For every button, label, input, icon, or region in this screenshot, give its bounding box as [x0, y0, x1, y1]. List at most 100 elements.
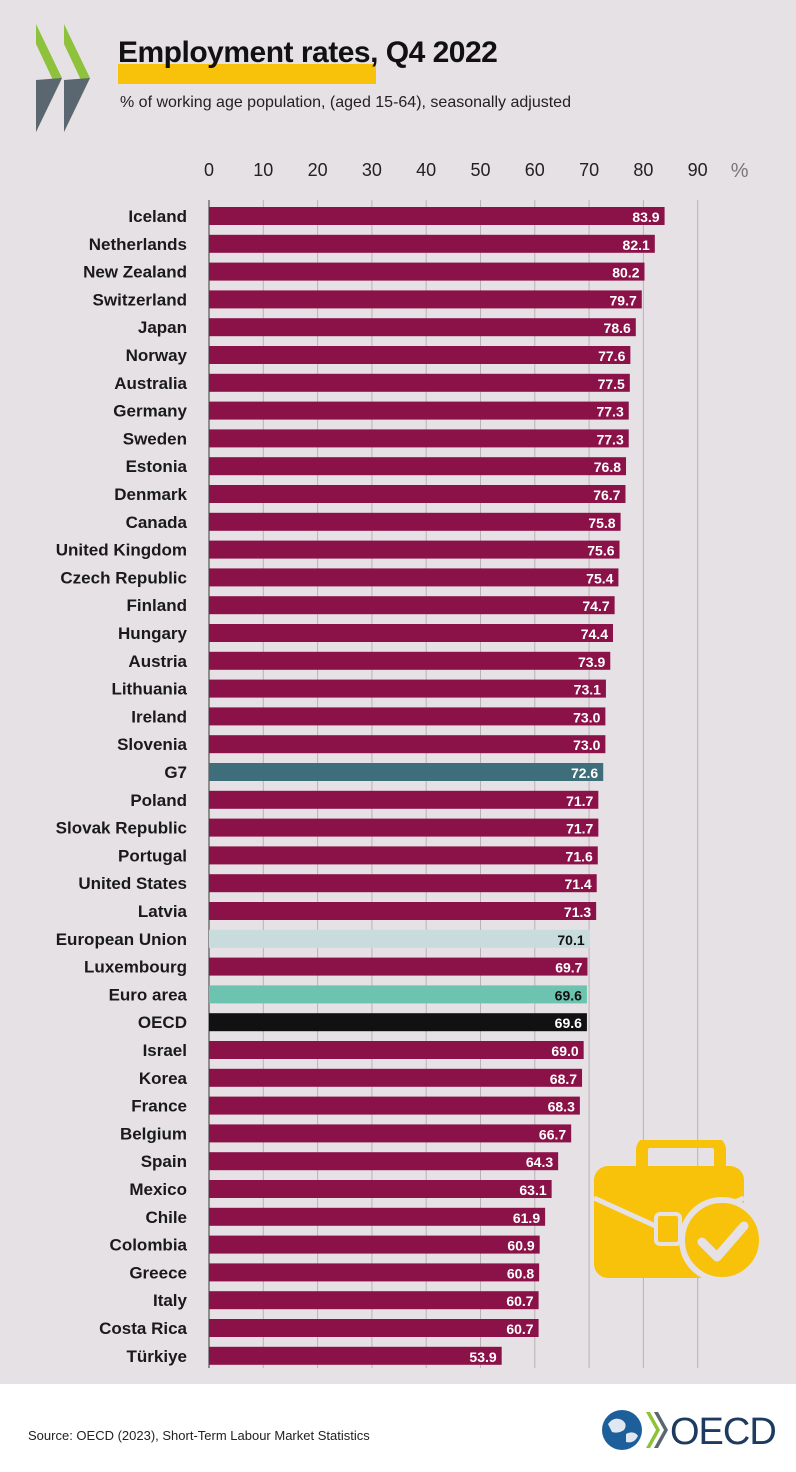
bars: Iceland 83.9 Netherlands 82.1 New Zealand 80.…: [56, 207, 665, 1366]
briefcase-check-icon: [592, 1140, 765, 1283]
bar-denmark: [209, 485, 626, 503]
x-tick-label: 90: [688, 160, 708, 180]
bar-ireland: [209, 707, 606, 726]
category-label: Finland: [127, 596, 187, 615]
category-label: Hungary: [118, 624, 188, 643]
bar-switzerland: [209, 290, 642, 309]
bar-hungary: [209, 624, 613, 642]
value-label: 76.8: [594, 459, 621, 475]
x-tick-label: 40: [416, 160, 436, 180]
bar-belgium: [209, 1124, 572, 1143]
category-label: Norway: [126, 346, 188, 365]
value-label: 73.9: [578, 654, 605, 670]
category-label: New Zealand: [83, 263, 187, 282]
value-label: 76.7: [593, 487, 620, 503]
bar-euro-area: [209, 985, 587, 1004]
category-label: Iceland: [128, 207, 187, 226]
bar-australia: [209, 373, 630, 392]
bar-european-union: [209, 929, 590, 948]
bar-czech-republic: [209, 568, 619, 587]
category-label: Sweden: [123, 429, 187, 448]
bar-chart: 0 10 20 30 40 50 60 70 80 90% Iceland 83.9 Netherla…: [56, 160, 749, 1368]
value-label: 72.6: [571, 765, 598, 781]
bar-spain: [209, 1152, 559, 1171]
value-label: 79.7: [610, 292, 637, 308]
source-note: Source: OECD (2023), Short-Term Labour M…: [28, 1428, 370, 1443]
bar-latvia: [209, 902, 597, 920]
globe-icon: [602, 1410, 668, 1450]
category-label: Luxembourg: [84, 958, 187, 977]
category-label: Portugal: [118, 846, 187, 865]
category-label: Netherlands: [89, 235, 187, 254]
value-label: 69.6: [555, 1015, 582, 1031]
value-label: 73.0: [573, 737, 600, 753]
category-label: Chile: [145, 1208, 187, 1227]
x-tick-label: 20: [308, 160, 328, 180]
value-label: 69.0: [551, 1043, 578, 1059]
x-axis-ticks: 0 10 20 30 40 50 60 70 80 90%: [204, 160, 749, 182]
bar-poland: [209, 790, 599, 809]
bar-oecd: [209, 1013, 587, 1032]
value-label: 64.3: [526, 1154, 553, 1170]
category-label: European Union: [56, 930, 187, 949]
category-label: Estonia: [126, 457, 188, 476]
bar-sweden: [209, 429, 629, 448]
category-label: Canada: [126, 513, 188, 532]
value-label: 53.9: [469, 1349, 496, 1365]
category-label: Czech Republic: [60, 568, 187, 587]
bar-lithuania: [209, 679, 606, 698]
value-label: 74.4: [581, 626, 608, 642]
value-label: 68.7: [550, 1071, 577, 1087]
bar-united-states: [209, 874, 597, 893]
value-label: 69.6: [555, 987, 582, 1003]
bar-estonia: [209, 457, 627, 476]
value-label: 71.3: [564, 904, 591, 920]
value-label: 75.4: [586, 570, 613, 586]
category-label: Switzerland: [93, 290, 187, 309]
value-label: 78.6: [604, 320, 631, 336]
value-label: 60.7: [506, 1321, 533, 1337]
category-label: Euro area: [109, 985, 188, 1004]
x-tick-label: 50: [470, 160, 490, 180]
bar-colombia: [209, 1235, 540, 1254]
title-highlight: [118, 64, 376, 84]
value-label: 63.1: [519, 1182, 546, 1198]
category-label: Australia: [114, 374, 187, 393]
x-tick-label: 80: [633, 160, 653, 180]
category-label: Greece: [129, 1263, 187, 1282]
value-label: 61.9: [513, 1210, 540, 1226]
category-label: Costa Rica: [99, 1319, 187, 1338]
footer: Source: OECD (2023), Short-Term Labour M…: [0, 1384, 796, 1472]
value-label: 83.9: [632, 209, 659, 225]
bar-mexico: [209, 1180, 552, 1198]
bar-iceland: [209, 207, 665, 225]
category-label: Mexico: [129, 1180, 187, 1199]
bar-canada: [209, 512, 621, 531]
value-label: 60.7: [506, 1293, 533, 1309]
bar-finland: [209, 596, 615, 615]
category-label: Israel: [143, 1041, 187, 1060]
category-label: Japan: [138, 318, 187, 337]
category-label: Colombia: [110, 1236, 188, 1255]
value-label: 71.7: [566, 821, 593, 837]
category-label: United States: [78, 874, 187, 893]
category-label: Türkiye: [127, 1347, 187, 1366]
category-label: Germany: [113, 402, 187, 421]
x-tick-label: 10: [253, 160, 273, 180]
category-label: United Kingdom: [56, 541, 187, 560]
category-label: Spain: [141, 1152, 187, 1171]
category-label: Lithuania: [111, 680, 187, 699]
bar-united-kingdom: [209, 540, 620, 559]
category-label: France: [131, 1097, 187, 1116]
bar-portugal: [209, 846, 598, 865]
category-label: Austria: [128, 652, 187, 671]
category-label: Slovak Republic: [56, 819, 187, 838]
bar-france: [209, 1096, 580, 1115]
value-label: 60.9: [507, 1238, 534, 1254]
bar-austria: [209, 651, 611, 670]
page-title: Employment rates, Q4 2022: [118, 36, 498, 69]
chevrons-logo-icon: [36, 24, 90, 132]
value-label: 75.8: [588, 515, 615, 531]
value-label: 77.3: [596, 431, 623, 447]
value-label: 73.0: [573, 709, 600, 725]
